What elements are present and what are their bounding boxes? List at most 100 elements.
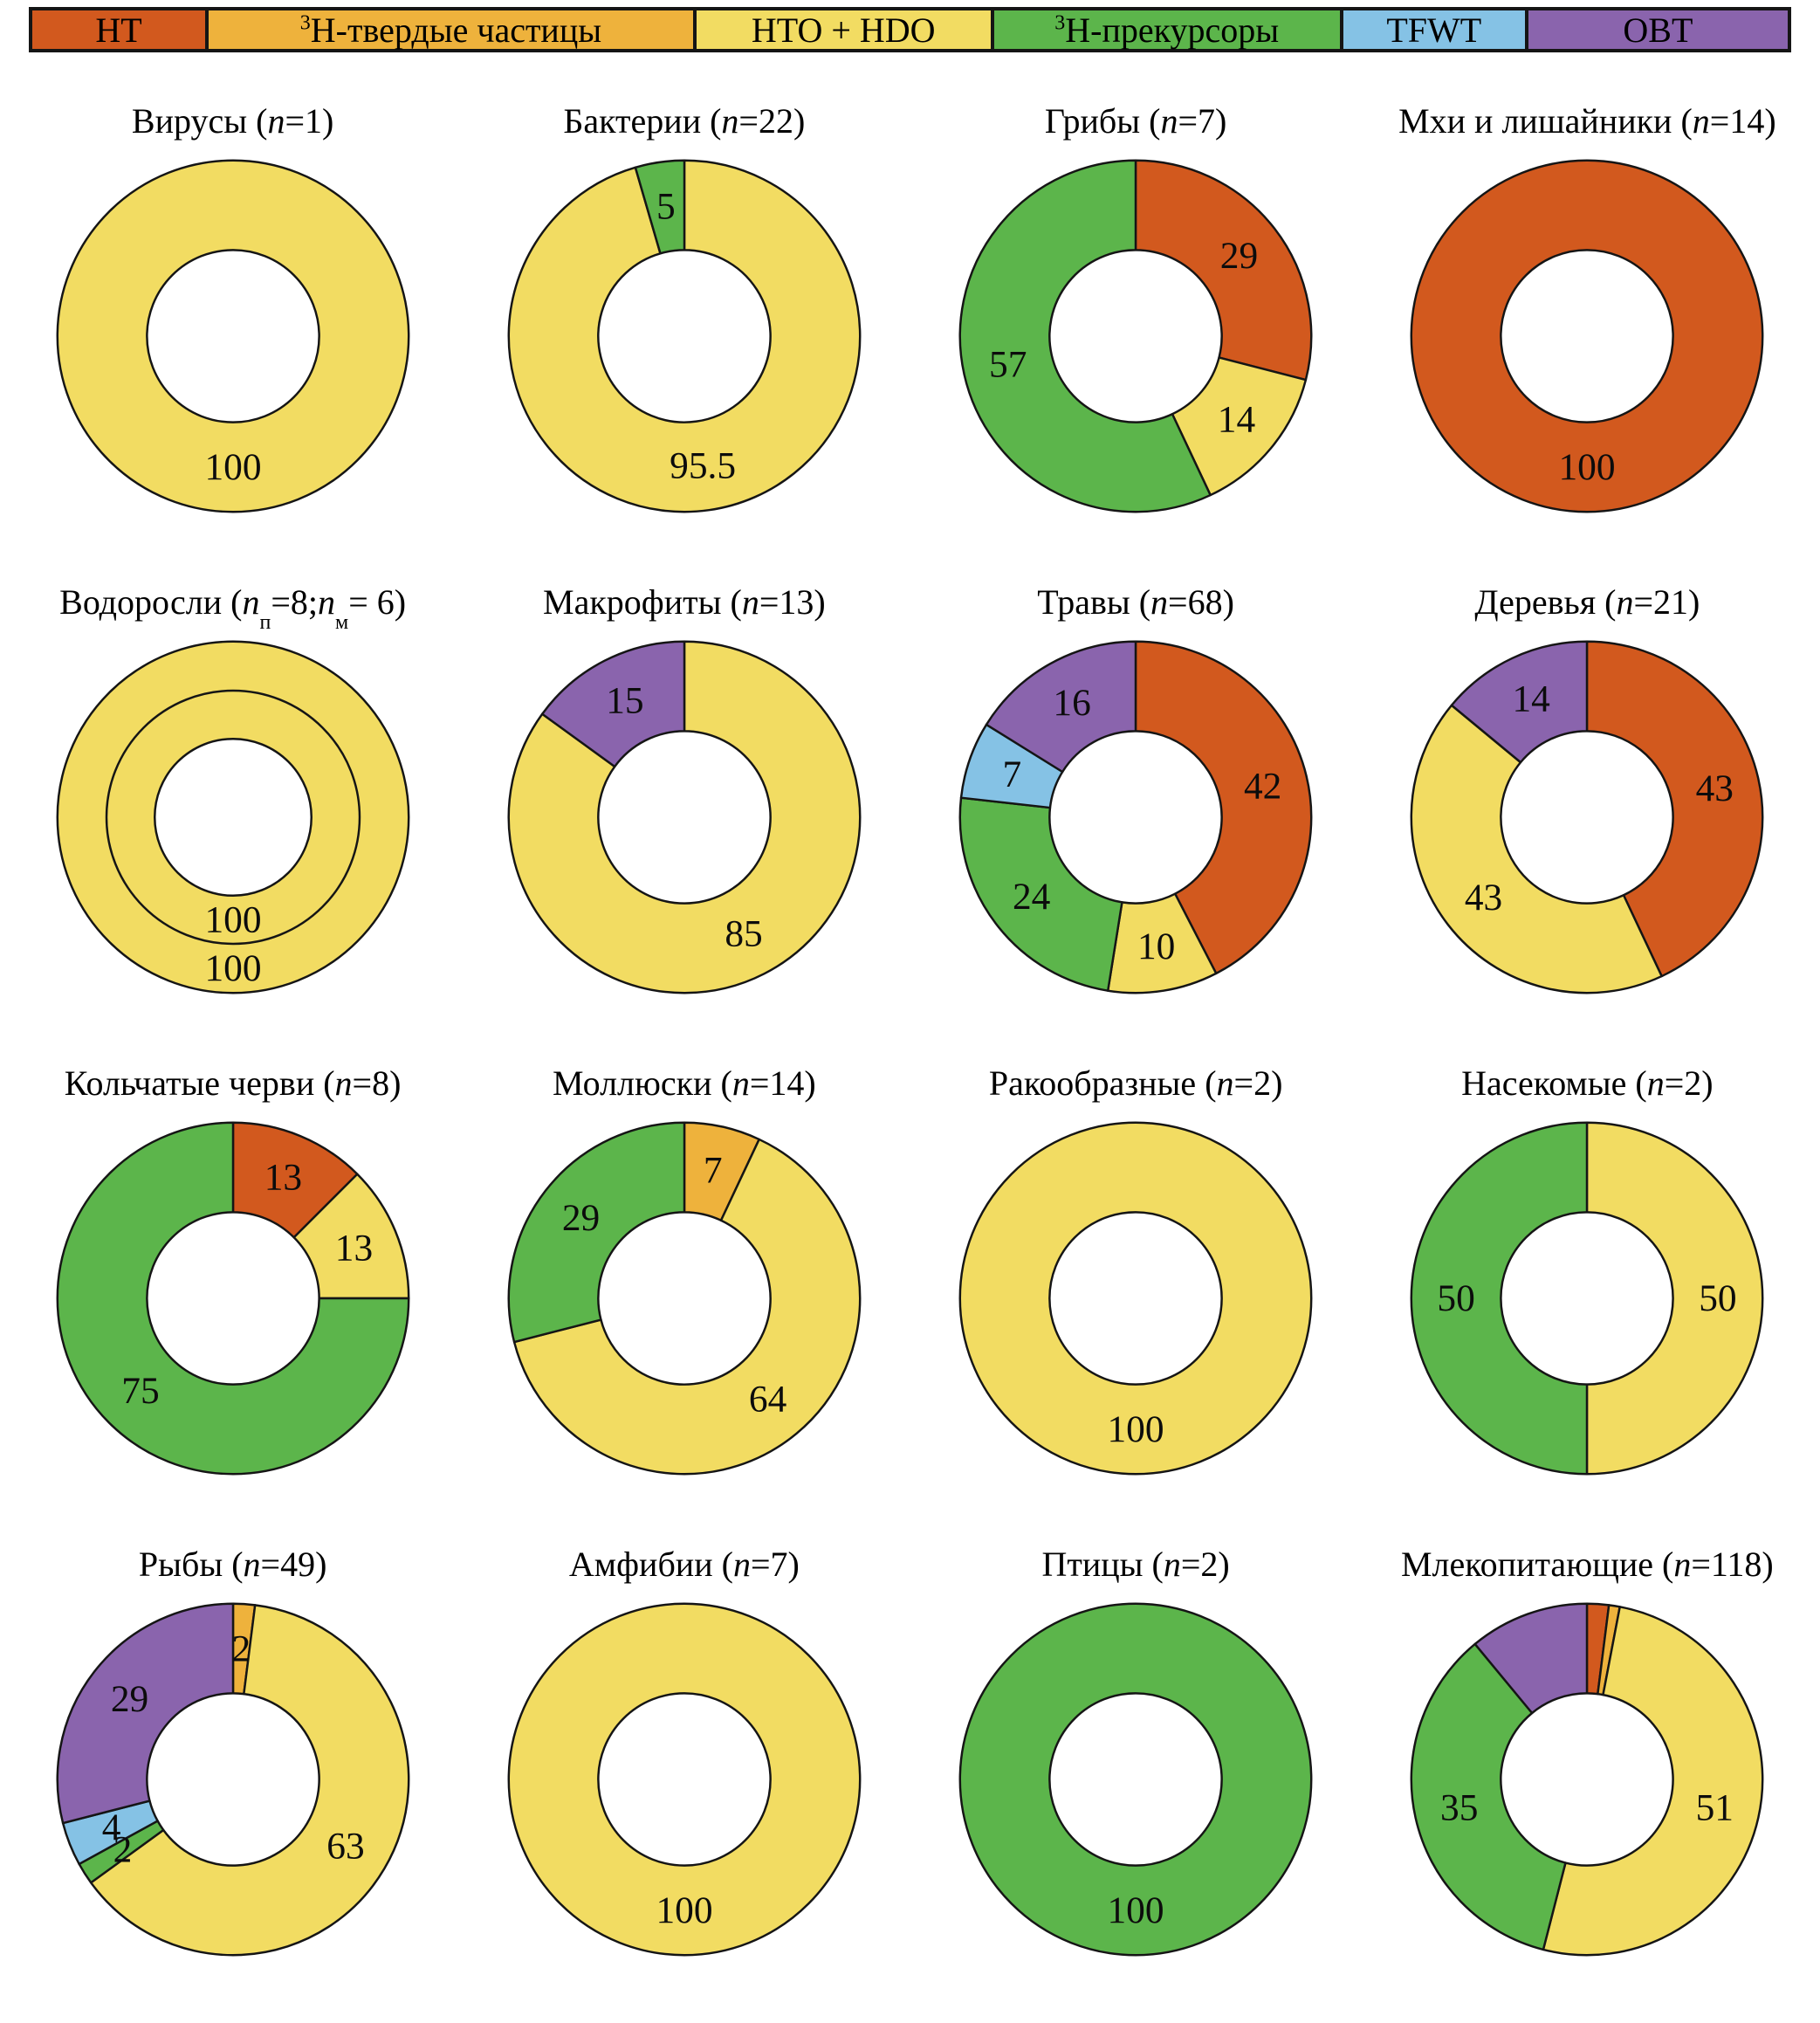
legend-item-label: OBT (1623, 10, 1693, 51)
legend-bar: HT 3H-твердые частицы HTO + HDO 3H-прекурсо… (29, 7, 1791, 52)
text-segment: =68) (1168, 582, 1234, 622)
donut-slice-obt (1451, 640, 1589, 764)
slice-label: 13 (264, 1157, 301, 1199)
donut-slice-prec (958, 796, 1123, 992)
text-segment: n (267, 101, 285, 141)
slice-label: 29 (1220, 235, 1258, 277)
slice-label: 100 (204, 947, 261, 989)
slice-label: 15 (606, 679, 643, 721)
donut-hole (1048, 1692, 1223, 1867)
slice-label: 95.5 (670, 444, 736, 486)
chart-title: Вирусы (n =1) (132, 93, 333, 141)
chart-title: Рыбы (n =49) (139, 1536, 327, 1585)
chart-cell-13: Рыбы (n =49) 2 63 2 4 29 (7, 1501, 458, 1982)
text-segment: TFWT (1386, 10, 1482, 50)
text-segment: Бактерии ( (563, 101, 722, 141)
legend-item-label: HT (95, 10, 141, 51)
chart-title: Насекомые (n =2) (1461, 1055, 1713, 1104)
donut-hole (153, 738, 312, 897)
slice-label: 100 (1559, 446, 1616, 488)
slice-label: 16 (1054, 682, 1091, 724)
donut-slice-hto (512, 1138, 862, 1476)
donut-chart: 51 35 (1410, 1602, 1764, 1957)
text-segment: n (318, 582, 335, 622)
slice-label: 42 (1244, 766, 1281, 808)
text-segment: Кольчатые черви ( (64, 1063, 335, 1103)
slice-label: 13 (334, 1228, 372, 1270)
donut-chart: 43 43 14 (1410, 640, 1764, 994)
chart-cell-16: Млекопитающие (n =118) 51 35 (1362, 1501, 1813, 1982)
slice-label: 85 (725, 913, 762, 955)
donut-slice-hto (1542, 1606, 1764, 1957)
slice-label: 5 (656, 186, 676, 228)
chart-title: Мхи и лишайники (n =14) (1398, 93, 1776, 141)
donut-chart: 100 (56, 159, 410, 513)
slice-label: 50 (1438, 1277, 1475, 1319)
text-segment: 3 (1054, 11, 1066, 35)
legend-item-tfwt: TFWT (1339, 7, 1528, 52)
chart-cell-4: Мхи и лишайники (n =14) 100 (1362, 58, 1813, 539)
text-segment: n (732, 1545, 751, 1584)
slice-label: 100 (1108, 1889, 1164, 1931)
donut-slice-hto (507, 640, 862, 994)
legend-item-obt: OBT (1524, 7, 1791, 52)
text-segment: Макрофиты ( (543, 582, 742, 622)
text-segment: Мхи и лишайники ( (1398, 101, 1693, 141)
donut-chart: 100 (507, 1602, 862, 1957)
chart-cell-15: Птицы (n =2) 100 (910, 1501, 1362, 1982)
text-segment: H-твердые частицы (310, 10, 602, 50)
legend-item-label: HTO + HDO (752, 10, 936, 51)
donut-slice-prec (1410, 1642, 1568, 1951)
chart-title: Травы (n =68) (1037, 574, 1234, 623)
slice-label: 7 (704, 1150, 723, 1192)
text-segment: =7) (1178, 101, 1227, 141)
chart-cell-7: Травы (n =68) 42 10 24 7 16 (910, 539, 1362, 1020)
chart-cell-8: Деревья (n =21) 43 43 14 (1362, 539, 1813, 1020)
chart-title: Кольчатые черви (n =8) (65, 1055, 402, 1104)
text-segment: Рыбы ( (138, 1545, 244, 1584)
chart-title: Макрофиты (n =13) (543, 574, 826, 623)
slice-label: 29 (110, 1678, 148, 1720)
chart-title: Бактерии (n =22) (563, 93, 805, 141)
donut-chart: 100 (958, 1602, 1313, 1957)
legend-item-htp: 3H-твердые частицы (205, 7, 697, 52)
chart-cell-12: Насекомые (n =2) 50 50 (1362, 1020, 1813, 1501)
donut-slice-prec (634, 159, 686, 255)
donut-chart: 100 (958, 1121, 1313, 1476)
text-segment: n (721, 101, 739, 141)
donut-slice-hto (1586, 1121, 1764, 1476)
slice-label: 100 (204, 898, 261, 940)
donut-chart: 7 64 29 (507, 1121, 862, 1476)
chart-cell-6: Макрофиты (n =13) 85 15 (458, 539, 910, 1020)
text-segment: n (1692, 101, 1710, 141)
slice-label: 51 (1696, 1787, 1734, 1829)
text-segment: =13) (759, 582, 826, 622)
slice-label: 2 (113, 1828, 132, 1870)
text-segment: n (1616, 582, 1634, 622)
legend-item-label: 3H-прекурсоры (1054, 10, 1279, 51)
donut-slice-hto (507, 159, 862, 513)
donut-slice-prec (507, 1121, 686, 1344)
donut-slice-hto (1410, 704, 1664, 994)
chart-cell-9: Кольчатые черви (n =8) 13 13 75 (7, 1020, 458, 1501)
text-segment: n (1646, 1063, 1665, 1103)
chart-cell-1: Вирусы (n =1) 100 (7, 58, 458, 539)
text-segment: =2) (1180, 1545, 1230, 1584)
chart-title: Деревья (n =21) (1474, 574, 1700, 623)
text-segment: Амфибии ( (568, 1545, 733, 1584)
text-segment: =22) (738, 101, 806, 141)
chart-cell-14: Амфибии (n =7) 100 (458, 1501, 910, 1982)
text-segment: Птицы ( (1041, 1545, 1164, 1584)
chart-title: Моллюски (n =14) (553, 1055, 816, 1104)
slice-label: 57 (989, 344, 1027, 386)
slice-label: 29 (562, 1197, 600, 1239)
donut-slice-obt (56, 1602, 234, 1825)
donut-slice-obt (540, 640, 686, 768)
text-segment: Водоросли ( (59, 582, 243, 622)
chart-title: Ракообразные (n =2) (989, 1055, 1283, 1104)
chart-title: Амфибии (n =7) (569, 1536, 800, 1585)
chart-cell-2: Бактерии (n =22) 95.5 5 (458, 58, 910, 539)
text-segment: =14) (749, 1063, 816, 1103)
